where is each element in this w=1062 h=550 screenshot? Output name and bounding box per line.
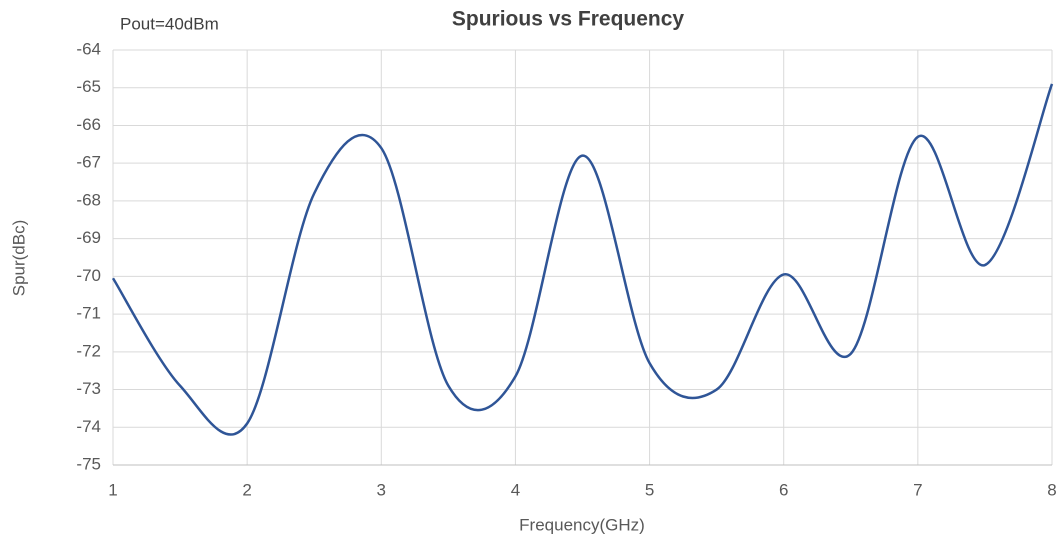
x-tick-label: 2 [242, 480, 251, 499]
x-tick-label: 5 [645, 480, 654, 499]
x-tick-label: 4 [511, 480, 520, 499]
x-tick-label: 7 [913, 480, 922, 499]
y-tick-label: -72 [76, 341, 101, 360]
y-tick-label: -67 [76, 153, 101, 172]
y-tick-label: -74 [76, 417, 101, 436]
y-tick-label: -70 [76, 266, 101, 285]
x-tick-label: 6 [779, 480, 788, 499]
annotation: Pout=40dBm [120, 14, 219, 33]
y-axis-label: Spur(dBc) [9, 220, 28, 297]
y-tick-label: -68 [76, 190, 101, 209]
x-tick-label: 8 [1047, 480, 1056, 499]
line-series [111, 83, 1054, 436]
x-axis-label: Frequency(GHz) [519, 515, 645, 534]
x-tick-label: 3 [377, 480, 386, 499]
y-tick-label: -69 [76, 228, 101, 247]
y-tick-label: -75 [76, 454, 101, 473]
chart-title: Spurious vs Frequency [452, 8, 685, 31]
y-tick-label: -73 [76, 379, 101, 398]
y-tick-label: -64 [76, 39, 101, 58]
x-tick-label: 1 [108, 480, 117, 499]
y-tick-label: -71 [76, 304, 101, 323]
y-tick-label: -66 [76, 115, 101, 134]
y-tick-label: -65 [76, 77, 101, 96]
